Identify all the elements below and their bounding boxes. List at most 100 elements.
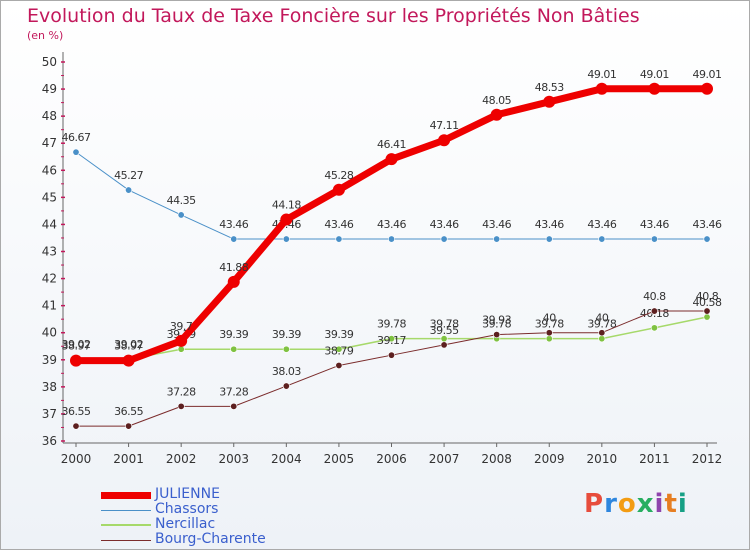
data-label: 36.55 [62, 405, 91, 418]
data-label: 39.78 [587, 318, 616, 331]
data-label: 43.46 [430, 218, 459, 231]
data-point [703, 307, 711, 315]
data-label: 40.8 [696, 290, 719, 303]
data-point [440, 341, 448, 349]
data-point [545, 235, 553, 243]
data-point [335, 361, 343, 369]
data-label: 43.46 [377, 218, 406, 231]
data-label: 48.05 [482, 94, 511, 107]
y-tick-label: 41 [42, 299, 57, 313]
data-point [335, 345, 343, 353]
data-label: 37.28 [167, 385, 196, 398]
x-tick-label: 2001 [113, 452, 144, 466]
data-point [335, 235, 343, 243]
data-label: 40.58 [693, 296, 722, 309]
data-label: 39.55 [430, 324, 459, 337]
data-point [177, 211, 185, 219]
data-label: 47.11 [430, 119, 459, 132]
data-point [177, 345, 185, 353]
data-label: 43.46 [482, 218, 511, 231]
logo-letter: t [664, 489, 678, 519]
data-point [385, 153, 398, 166]
data-point [282, 382, 290, 390]
data-point [387, 335, 395, 343]
y-tick-label: 48 [42, 109, 57, 123]
data-label: 49.01 [693, 68, 722, 81]
data-point [703, 235, 711, 243]
x-tick-label: 2012 [692, 452, 723, 466]
x-tick-label: 2009 [534, 452, 565, 466]
data-label: 38.03 [272, 365, 301, 378]
y-tick-label: 36 [42, 434, 57, 448]
data-label: 39.39 [272, 328, 301, 341]
data-point [230, 345, 238, 353]
y-tick-label: 44 [42, 217, 57, 231]
data-label: 46.41 [377, 138, 406, 151]
data-point [230, 235, 238, 243]
data-label: 43.46 [693, 218, 722, 231]
data-label: 38.97 [114, 340, 143, 353]
data-point [125, 186, 133, 194]
x-tick-label: 2010 [587, 452, 618, 466]
logo-letter: r [604, 489, 618, 519]
data-point [545, 329, 553, 337]
data-point [440, 235, 448, 243]
data-point [280, 213, 293, 226]
data-point [122, 354, 135, 367]
data-label: 39.02 [114, 338, 143, 351]
legend-swatch [101, 509, 151, 511]
legend-label: Nercillac [155, 516, 216, 532]
data-point [545, 335, 553, 343]
logo-letter: i [654, 489, 665, 519]
y-tick-label: 38 [42, 380, 57, 394]
data-label: 40 [543, 312, 556, 325]
data-point [230, 402, 238, 410]
logo-letter: o [617, 489, 637, 519]
data-point [493, 331, 501, 339]
data-label: 37.28 [219, 385, 248, 398]
y-tick-label: 39 [42, 353, 57, 367]
data-label: 41.88 [219, 261, 248, 274]
data-point [598, 235, 606, 243]
data-point [227, 275, 240, 288]
chart-title: Evolution du Taux de Taxe Foncière sur l… [27, 5, 640, 27]
data-label: 48.53 [535, 81, 564, 94]
data-point [125, 422, 133, 430]
data-label: 44.35 [167, 194, 196, 207]
data-label: 40.8 [643, 290, 666, 303]
data-point [282, 235, 290, 243]
data-label: 39.39 [324, 328, 353, 341]
y-tick-label: 45 [42, 190, 57, 204]
y-tick-label: 46 [42, 163, 57, 177]
data-point [70, 354, 82, 367]
data-point [490, 108, 503, 121]
x-tick-label: 2008 [481, 452, 512, 466]
data-point [598, 335, 606, 343]
y-tick-label: 50 [42, 55, 57, 69]
legend-swatch [101, 524, 151, 526]
data-point [175, 334, 188, 347]
x-tick-label: 2002 [166, 452, 197, 466]
data-label: 36.55 [114, 405, 143, 418]
data-label: 39.02 [62, 338, 91, 351]
legend-label: JULIENNE [155, 486, 220, 502]
y-tick-label: 49 [42, 82, 57, 96]
x-tick-label: 2000 [61, 452, 92, 466]
data-point [703, 313, 711, 321]
data-label: 39.78 [535, 318, 564, 331]
data-label: 43.46 [535, 218, 564, 231]
legend-swatch [101, 491, 151, 499]
data-point [72, 148, 80, 156]
x-tick-label: 2006 [376, 452, 407, 466]
data-point [543, 95, 556, 108]
data-label: 39.78 [430, 318, 459, 331]
data-point [282, 345, 290, 353]
legend-label: Bourg-Charente [155, 531, 266, 547]
data-point [650, 324, 658, 332]
y-tick-label: 37 [42, 407, 57, 421]
data-label: 39.93 [482, 314, 511, 327]
data-point [387, 351, 395, 359]
data-label: 39.17 [377, 334, 406, 347]
